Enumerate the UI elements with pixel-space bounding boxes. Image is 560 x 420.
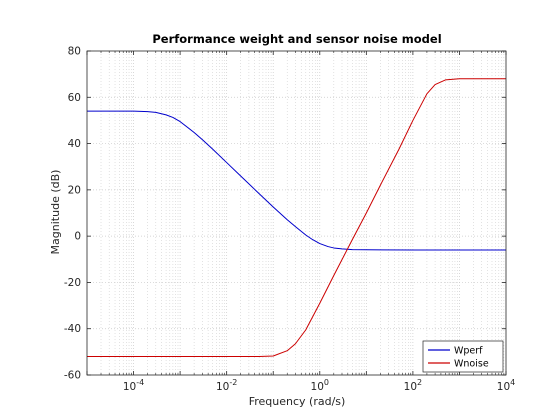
x-tick-label: 104 <box>497 378 515 393</box>
series-line-wnoise <box>87 78 506 357</box>
legend-label-wperf: Wperf <box>454 346 483 357</box>
y-axis: -60 -40 -20 0 20 40 60 80 <box>64 46 506 382</box>
y-tick-label: 20 <box>68 184 81 196</box>
legend: Wperf Wnoise <box>422 340 504 373</box>
chart-title: Performance weight and sensor noise mode… <box>152 32 441 46</box>
series-line-wperf <box>87 110 506 251</box>
y-tick-label: 80 <box>68 46 81 58</box>
legend-label-wnoise: Wnoise <box>454 359 489 370</box>
axes-background <box>87 51 506 375</box>
x-tick-label: 10-4 <box>123 378 144 393</box>
x-axis-label: Frequency (rad/s) <box>249 395 346 408</box>
minor-grid <box>100 51 505 375</box>
axes-frame <box>86 50 507 376</box>
y-tick-label: -40 <box>64 323 81 335</box>
y-axis-label: Magnitude (dB) <box>49 170 62 255</box>
x-axis: 10-4 10-2 100 102 104 <box>86 51 515 393</box>
y-tick-label: 0 <box>74 231 81 243</box>
legend-box <box>422 340 504 373</box>
x-tick-label: 100 <box>311 378 329 393</box>
plot-area: 10-4 10-2 100 102 104 -60 -40 -20 0 20 40 60 80 Wperf… <box>64 46 515 394</box>
y-tick-label: 60 <box>68 92 81 104</box>
major-grid <box>87 51 506 375</box>
x-tick-label: 102 <box>404 378 422 393</box>
x-tick-label: 10-2 <box>216 378 237 393</box>
y-tick-label: -60 <box>64 370 81 382</box>
y-tick-label: -20 <box>64 277 81 289</box>
y-tick-label: 40 <box>68 138 81 150</box>
